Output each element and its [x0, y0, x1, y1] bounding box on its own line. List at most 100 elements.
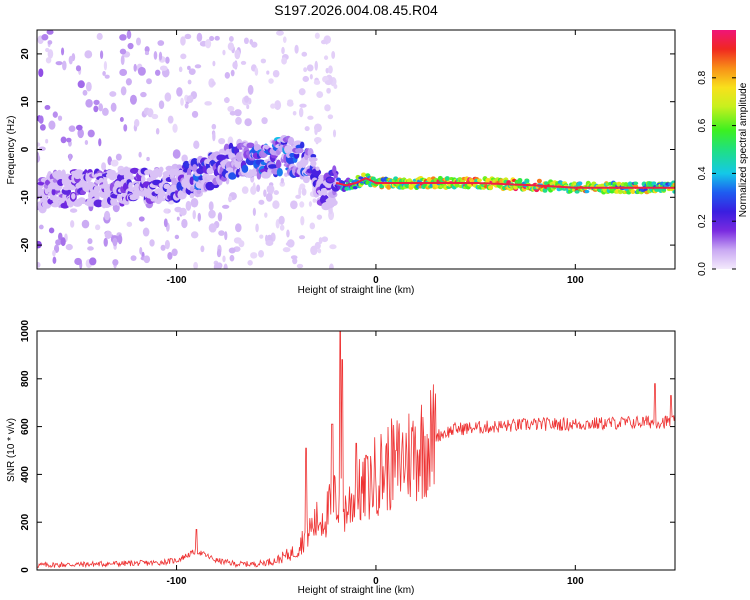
- spectrogram-blob: [154, 69, 161, 76]
- spectrogram-blob: [48, 120, 56, 130]
- spectrogram-blob: [125, 78, 132, 86]
- spectrogram-blob: [123, 200, 130, 206]
- spectrogram-blob: [192, 209, 196, 220]
- y-tick-label: -10: [20, 190, 31, 205]
- spectrogram-blob: [102, 71, 106, 77]
- spectrogram-blob: [158, 166, 164, 173]
- spectrogram-blob: [85, 98, 93, 108]
- colorbar: 0.0 0.2 0.4 0.6 0.8 Normalized spectral ampl…: [697, 30, 749, 276]
- spectrogram-blob: [196, 189, 202, 194]
- spectrogram-blob: [51, 188, 56, 196]
- spectrogram-blob: [119, 48, 127, 55]
- spectrogram-blob: [228, 247, 236, 254]
- spectrogram-blob: [193, 140, 200, 150]
- spectrogram-blob: [178, 66, 183, 73]
- spectrogram-blob: [264, 212, 268, 218]
- spectrogram-blob: [214, 35, 220, 41]
- spectrogram-blob: [240, 60, 247, 65]
- figure-title: S197.2026.004.08.45.R04: [274, 2, 438, 18]
- spectrogram-blob: [651, 181, 657, 186]
- spectrogram-frame: [36, 29, 676, 270]
- spectrogram-blob: [286, 100, 294, 107]
- spectrogram-blob: [103, 60, 108, 71]
- spectrogram-blob: [85, 81, 92, 92]
- spectrogram-blob: [115, 153, 122, 161]
- spectrogram-blob: [77, 128, 84, 139]
- y-tick-label: 10: [20, 96, 31, 108]
- spectrogram-blob: [188, 68, 196, 75]
- spectrogram-blob: [224, 231, 228, 241]
- spectrogram-blob: [197, 212, 201, 222]
- spectrogram-y-axis: -20 -10 0 10 20: [20, 48, 675, 252]
- colorbar-tick-label: 0.4: [697, 166, 708, 180]
- x-tick-label: 0: [373, 275, 379, 286]
- spectrogram-blob: [190, 231, 199, 239]
- spectrogram-blob: [295, 194, 301, 199]
- spectrogram-blob: [294, 44, 299, 54]
- spectrogram-blob: [158, 100, 165, 110]
- spectrogram-blob: [163, 208, 169, 214]
- spectrogram-blob: [37, 142, 41, 147]
- spectrogram-blob: [302, 175, 310, 184]
- spectrogram-blob: [246, 142, 255, 149]
- spectrogram-blob: [176, 216, 180, 221]
- snr-x-label: Height of straight line (km): [298, 585, 415, 596]
- spectrogram-blob: [517, 177, 523, 183]
- spectrogram-blob: [307, 115, 314, 120]
- spectrogram-blob: [274, 100, 282, 111]
- spectrogram-blob: [194, 64, 202, 69]
- spectrogram-blob: [316, 91, 324, 99]
- spectrogram-blob: [109, 91, 117, 97]
- spectrogram-blob: [37, 262, 41, 268]
- spectrogram-blob: [282, 247, 291, 253]
- spectrogram-blob: [134, 119, 140, 127]
- spectrogram-blob: [320, 39, 327, 45]
- spectrogram-blob: [200, 245, 205, 253]
- colorbar-tick-label: 0.2: [697, 214, 708, 228]
- spectrogram-blob: [298, 235, 306, 240]
- spectrogram-blob: [205, 38, 212, 49]
- spectrogram-blob: [191, 110, 199, 118]
- spectrogram-blob: [84, 50, 93, 59]
- spectrogram-blob: [268, 78, 274, 84]
- spectrogram-blob: [180, 53, 187, 60]
- spectrogram-blob: [290, 200, 298, 210]
- y-tick-label: -20: [20, 237, 31, 252]
- spectrogram-blob: [222, 49, 226, 56]
- spectrogram-blob: [265, 239, 274, 246]
- spectrogram-blob: [68, 125, 76, 132]
- spectrogram-blob: [253, 144, 262, 152]
- spectrogram-blob: [229, 110, 237, 116]
- spectrogram-blob: [229, 254, 235, 262]
- spectrogram-blob: [208, 223, 217, 233]
- spectrogram-blob: [276, 168, 283, 177]
- spectrogram-blob: [87, 246, 94, 251]
- spectrogram-blob: [314, 60, 318, 71]
- spectrogram-blob: [185, 200, 192, 211]
- spectrogram-blob: [317, 248, 322, 254]
- spectrogram-blob: [328, 65, 333, 74]
- spectrogram-blob: [252, 207, 256, 217]
- spectrogram-blob: [181, 154, 188, 163]
- spectrogram-blob: [69, 208, 78, 213]
- spectrogram-blob: [230, 69, 235, 77]
- spectrogram-blob: [167, 252, 173, 260]
- spectrogram-blob: [208, 201, 214, 211]
- spectrogram-blob: [146, 156, 150, 162]
- spectrogram-blob: [44, 105, 51, 110]
- spectrogram-blob: [165, 56, 170, 64]
- spectrogram-blob: [37, 154, 41, 163]
- spectrogram-blob: [332, 129, 337, 138]
- spectrogram-blob: [150, 196, 156, 202]
- spectrogram-blob: [181, 218, 188, 229]
- spectrogram-blob: [57, 115, 63, 121]
- spectrogram-blob: [272, 69, 280, 78]
- spectrogram-blob: [256, 184, 261, 193]
- spectrogram-blob: [187, 65, 191, 71]
- spectrogram-blob: [153, 51, 158, 60]
- spectrogram-blob: [41, 34, 49, 41]
- spectrogram-blob: [352, 186, 358, 190]
- spectrogram-blob: [485, 178, 491, 182]
- spectrogram-blob: [279, 181, 286, 187]
- spectrogram-blob: [53, 244, 60, 253]
